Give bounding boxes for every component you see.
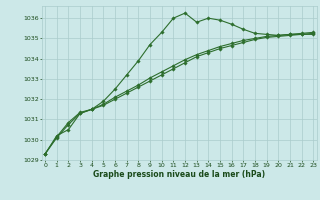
X-axis label: Graphe pression niveau de la mer (hPa): Graphe pression niveau de la mer (hPa): [93, 170, 265, 179]
